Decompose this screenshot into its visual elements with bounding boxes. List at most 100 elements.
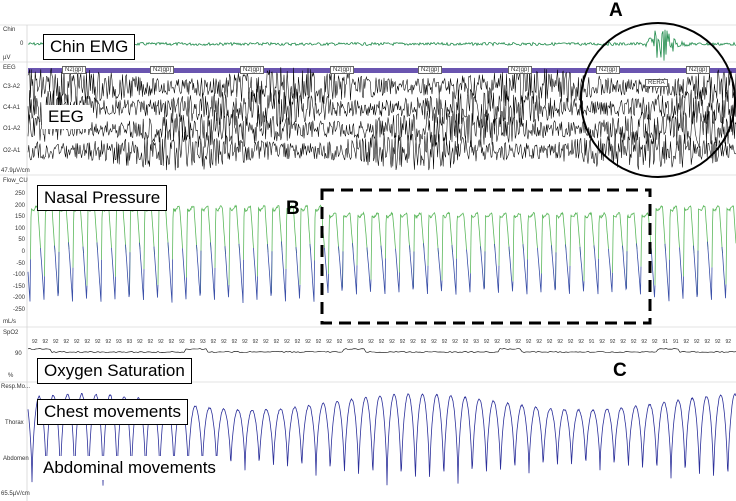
flow-inspiration [30,204,736,295]
flow-tick: 0 [21,249,25,255]
spo2-reading: 92 [452,339,458,345]
spo2-reading: 92 [431,339,437,345]
spo2-reading: 92 [242,339,248,345]
flow-tick: 250 [14,191,25,197]
stage-label: N2(gp) [240,66,265,74]
abdominal-movements-annotation: Abdominal movements [37,456,222,480]
spo2-reading: 92 [410,339,416,345]
spo2-reading: 92 [389,339,395,345]
eeg-channel-label: EEG [3,65,16,71]
resp-channel-label: Resp.Mo... [1,384,31,390]
spo2-reading: 92 [294,339,301,345]
stage-label: N2(gp) [330,66,355,74]
nasal-pressure-trace [28,204,736,304]
spo2-reading: 92 [158,339,164,345]
spo2-reading: 92 [231,339,238,345]
spo2-reading: 92 [693,339,700,345]
spo2-reading: 92 [336,339,343,345]
spo2-reading: 93 [200,339,206,345]
spo2-reading: 92 [483,339,490,345]
marker-a: A [609,0,623,21]
flow-tick: 200 [14,202,25,209]
spo2-reading: 92 [651,339,658,345]
eeg-annotation: EEG [42,105,90,129]
chest-movements-annotation: Chest movements [37,399,188,425]
spo2-reading: 92 [252,339,259,345]
spo2-reading: 92 [557,339,563,345]
spo2-reading: 92 [221,339,227,345]
spo2-reading: 92 [368,339,374,345]
spo2-reading: 92 [725,339,732,345]
marker-c: C [613,360,627,381]
spo2-line [27,348,736,353]
spo2-reading: 92 [137,339,143,345]
spo2-reading: 93 [504,339,511,345]
flow-tick: 100 [14,225,25,232]
spo2-reading: 92 [179,339,185,345]
spo2-reading: 92 [263,339,269,345]
spo2-reading: 92 [515,339,521,345]
spo2-reading: 92 [494,339,500,345]
spo2-reading: 92 [599,339,605,345]
flow-tick: -200 [12,295,25,302]
spo2-unit: % [8,373,14,379]
flow-tick: -100 [12,272,25,279]
eeg-lead-trace [27,109,736,149]
spo2-reading: 92 [326,339,332,345]
eeg-lead-c4: C4-A1 [3,105,21,111]
spo2-reading: 92 [567,339,574,345]
spo2-reading: 92 [168,339,175,345]
thorax-label: Thorax [5,420,24,426]
spo2-reading: 92 [525,339,532,345]
spo2-reading: 92 [105,339,112,345]
spo2-reading: 92 [95,339,101,345]
flow-tick: 150 [14,214,25,221]
spo2-reading: 92 [546,339,553,345]
chin-emg-annotation: Chin EMG [43,34,136,60]
resp-scale: 65.5µV/cm [1,491,30,497]
chin-scale-tick: 0 [20,41,24,47]
eeg-traces [27,67,736,171]
flow-tick: -150 [12,283,25,290]
spo2-reading: 92 [620,339,626,345]
stage-band [28,68,736,73]
stage-label: N2(gp) [596,66,621,74]
chin-channel-label: Chin [3,27,16,33]
spo2-tick: 90 [15,351,22,357]
spo2-trace [27,348,736,353]
spo2-reading: 92 [53,339,59,345]
spo2-reading: 93 [473,339,479,345]
spo2-reading: 91 [588,339,595,345]
flow-unit: mL/s [3,319,17,325]
spo2-reading: 92 [630,339,637,345]
spo2-reading: 92 [189,339,196,345]
rera-circle-a [580,22,736,178]
spo2-reading: 92 [714,339,721,345]
flow-tick: -50 [16,260,25,267]
eeg-lead-c3: C3-A2 [3,84,21,90]
spo2-reading: 92 [641,339,647,345]
spo2-reading: 93 [347,339,353,345]
spo2-reading: 92 [63,339,70,345]
stage-label: N2(gp) [508,66,533,74]
spo2-reading: 92 [42,339,49,345]
spo2-reading: 92 [210,339,217,345]
flow-expiration [28,242,736,304]
spo2-reading: 92 [147,339,154,345]
spo2-channel-label: SpO2 [3,330,19,336]
dashed-box-b [320,188,652,325]
abdomen-label: Abdomen [3,456,29,462]
spo2-reading: 92 [441,339,448,345]
spo2-reading: 92 [74,339,80,345]
eeg-lead-o1: O1-A2 [3,126,21,132]
spo2-reading: 92 [305,339,311,345]
flow-tick: -250 [12,307,25,313]
chin-emg-trace [27,29,736,61]
spo2-reading: 91 [662,339,668,345]
oxygen-saturation-annotation: Oxygen Saturation [37,358,192,384]
spo2-reading: 92 [84,339,91,345]
spo2-reading: 92 [683,339,690,345]
marker-b: B [286,198,300,219]
